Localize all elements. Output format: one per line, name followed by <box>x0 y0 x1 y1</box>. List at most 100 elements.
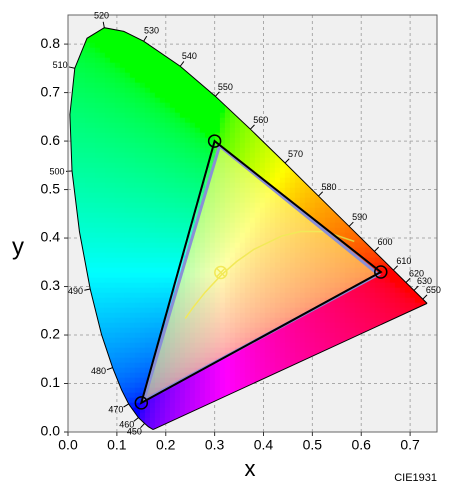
gamut-cell <box>355 303 361 309</box>
gamut-cell <box>120 363 126 369</box>
gamut-cell <box>100 83 106 89</box>
gamut-cell <box>135 348 141 354</box>
gamut-cell <box>115 123 121 129</box>
gamut-cell <box>135 213 141 219</box>
gamut-cell <box>80 198 86 204</box>
gamut-cell <box>140 313 146 319</box>
gamut-cell <box>105 238 111 244</box>
gamut-cell <box>115 353 121 359</box>
gamut-cell <box>255 358 261 364</box>
gamut-cell <box>230 128 236 134</box>
gamut-cell <box>345 323 351 329</box>
gamut-cell <box>220 108 226 114</box>
gamut-cell <box>270 343 276 349</box>
gamut-cell <box>90 213 96 219</box>
gamut-cell <box>275 163 281 169</box>
gamut-cell <box>110 283 116 289</box>
gamut-cell <box>180 168 186 174</box>
gamut-cell <box>170 248 176 254</box>
gamut-cell <box>270 158 276 164</box>
gamut-cell <box>160 298 166 304</box>
gamut-cell <box>110 328 116 334</box>
gamut-cell <box>175 73 181 79</box>
gamut-cell <box>105 118 111 124</box>
gamut-cell <box>315 208 321 214</box>
gamut-cell <box>85 148 91 154</box>
gamut-cell <box>150 153 156 159</box>
gamut-cell <box>365 253 371 259</box>
gamut-cell <box>150 323 156 329</box>
gamut-cell <box>115 58 121 64</box>
gamut-cell <box>135 128 141 134</box>
gamut-cell <box>140 158 146 164</box>
gamut-cell <box>270 363 276 369</box>
gamut-cell <box>145 333 151 339</box>
gamut-cell <box>105 323 111 329</box>
gamut-cell <box>80 203 86 209</box>
gamut-cell <box>155 58 161 64</box>
gamut-cell <box>340 298 346 304</box>
gamut-cell <box>95 233 101 239</box>
gamut-cell <box>105 288 111 294</box>
gamut-cell <box>190 203 196 209</box>
gamut-cell <box>150 258 156 264</box>
gamut-cell <box>115 333 121 339</box>
gamut-cell <box>185 78 191 84</box>
gamut-cell <box>130 253 136 259</box>
gamut-cell <box>195 118 201 124</box>
gamut-cell <box>150 93 156 99</box>
gamut-cell <box>250 143 256 149</box>
gamut-cell <box>95 178 101 184</box>
gamut-cell <box>130 98 136 104</box>
gamut-cell <box>130 108 136 114</box>
gamut-cell <box>130 163 136 169</box>
gamut-cell <box>280 363 286 369</box>
gamut-cell <box>95 248 101 254</box>
gamut-cell <box>95 173 101 179</box>
gamut-cell <box>100 188 106 194</box>
gamut-cell <box>225 128 231 134</box>
gamut-cell <box>100 283 106 289</box>
gamut-cell <box>90 183 96 189</box>
gamut-cell <box>320 203 326 209</box>
gamut-cell <box>85 108 91 114</box>
gamut-cell <box>115 63 121 69</box>
gamut-cell <box>345 308 351 314</box>
gamut-cell <box>185 93 191 99</box>
gamut-cell <box>150 158 156 164</box>
gamut-cell <box>95 108 101 114</box>
gamut-cell <box>100 108 106 114</box>
gamut-cell <box>190 108 196 114</box>
gamut-cell <box>410 293 416 299</box>
gamut-cell <box>100 68 106 74</box>
gamut-cell <box>145 238 151 244</box>
gamut-cell <box>100 183 106 189</box>
gamut-cell <box>125 93 131 99</box>
gamut-cell <box>185 188 191 194</box>
gamut-cell <box>150 53 156 59</box>
gamut-cell <box>75 123 81 129</box>
gamut-cell <box>370 313 376 319</box>
gamut-cell <box>150 68 156 74</box>
gamut-cell <box>170 133 176 139</box>
gamut-cell <box>290 183 296 189</box>
gamut-cell <box>125 148 131 154</box>
gamut-cell <box>115 198 121 204</box>
gamut-cell <box>145 168 151 174</box>
gamut-cell <box>80 103 86 109</box>
gamut-cell <box>150 218 156 224</box>
gamut-cell <box>130 248 136 254</box>
gamut-cell <box>145 228 151 234</box>
gamut-cell <box>155 128 161 134</box>
gamut-cell <box>85 163 91 169</box>
gamut-cell <box>90 178 96 184</box>
gamut-cell <box>115 308 121 314</box>
gamut-cell <box>370 288 376 294</box>
gamut-cell <box>185 168 191 174</box>
gamut-cell <box>150 338 156 344</box>
gamut-cell <box>95 143 101 149</box>
gamut-cell <box>240 148 246 154</box>
gamut-cell <box>230 123 236 129</box>
gamut-cell <box>90 128 96 134</box>
gamut-cell <box>180 198 186 204</box>
